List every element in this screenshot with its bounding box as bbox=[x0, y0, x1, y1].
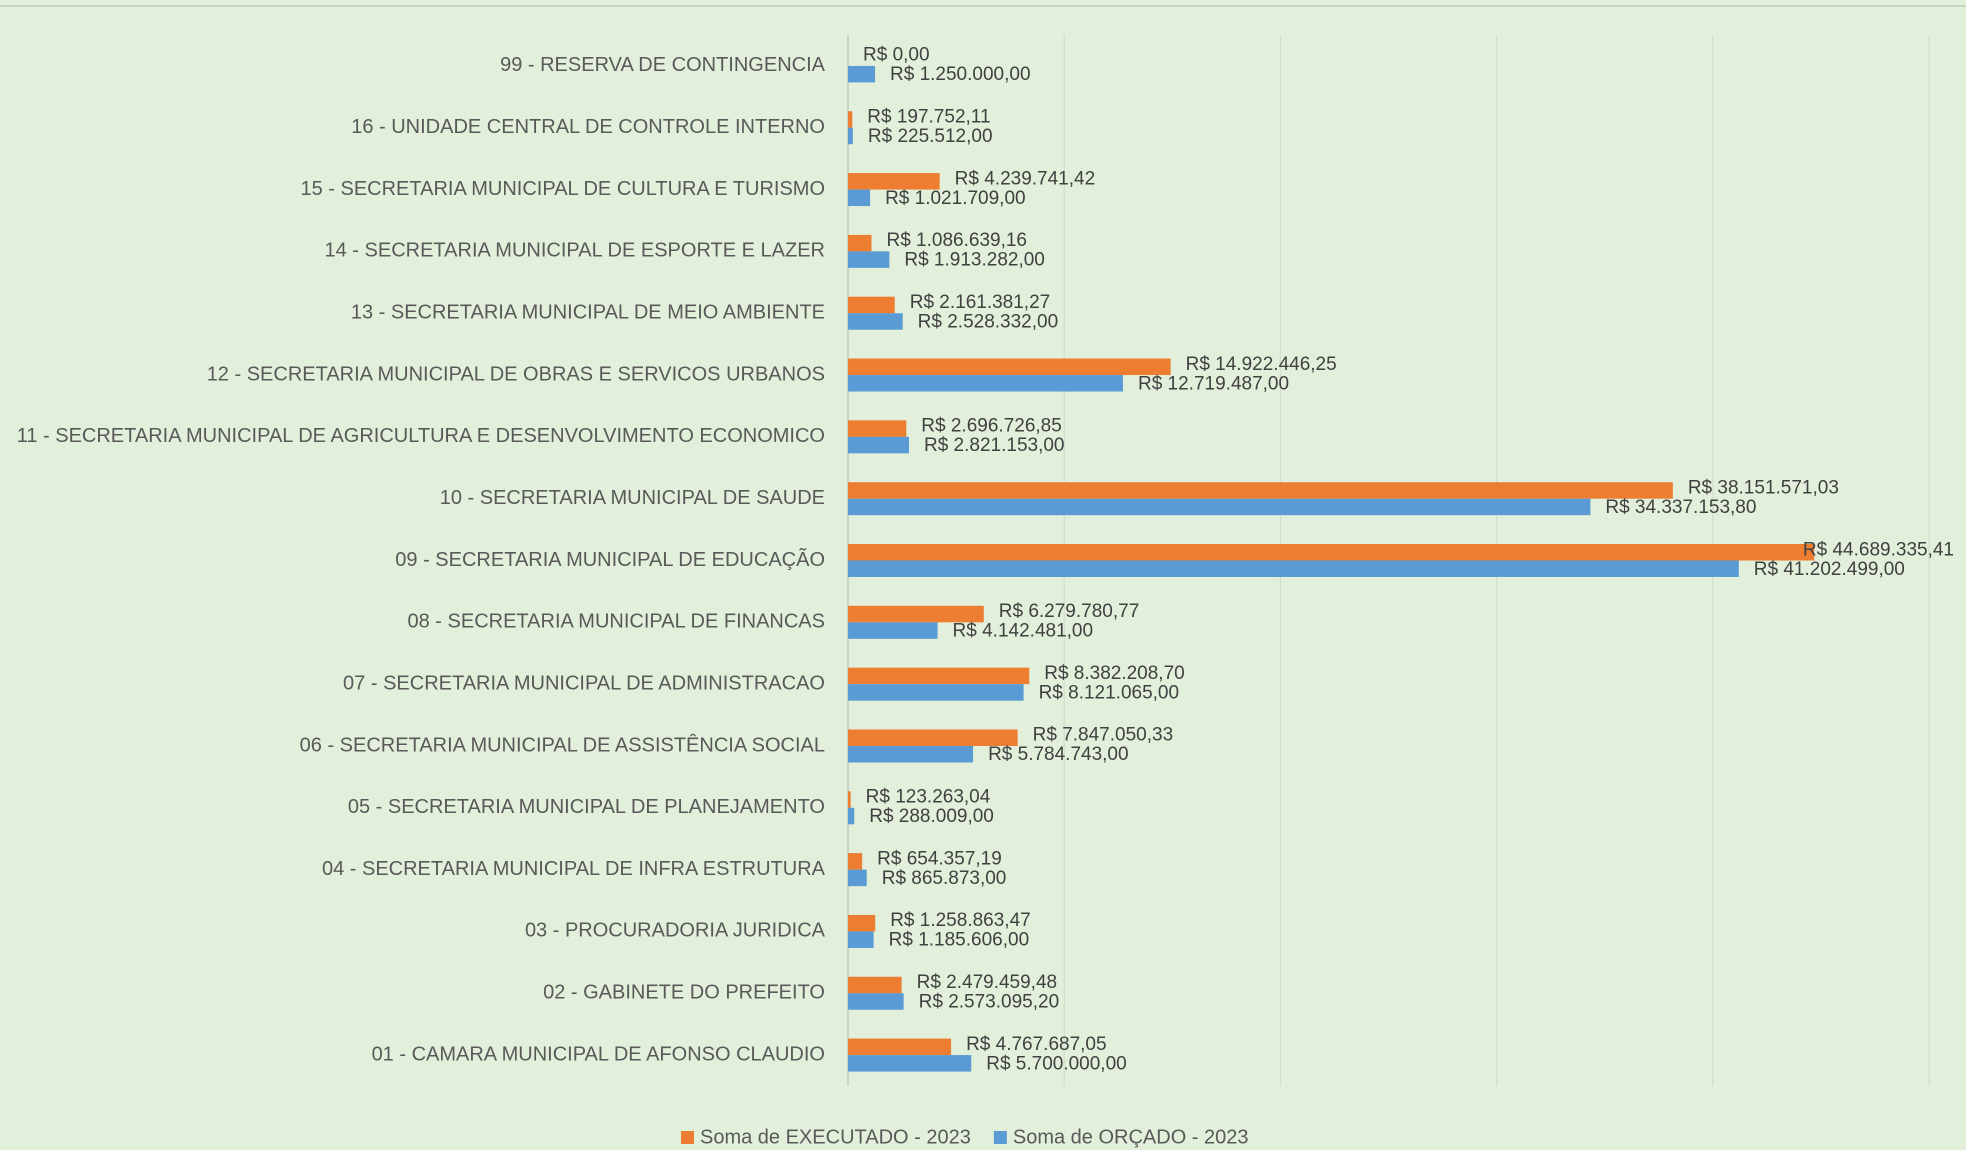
value-label: R$ 197.752,11 bbox=[867, 107, 990, 128]
category-label: 01 - CAMARA MUNICIPAL DE AFONSO CLAUDIO bbox=[372, 1043, 825, 1065]
value-label: R$ 44.689.335,41 bbox=[1803, 539, 1954, 560]
value-label: R$ 1.913.282,00 bbox=[904, 250, 1045, 271]
bar bbox=[848, 111, 853, 128]
value-label: R$ 0,00 bbox=[863, 45, 930, 66]
value-label: R$ 2.528.332,00 bbox=[918, 311, 1059, 332]
bar bbox=[848, 375, 1123, 392]
bar bbox=[848, 65, 876, 83]
category-label: 04 - SECRETARIA MUNICIPAL DE INFRA ESTRU… bbox=[322, 858, 826, 880]
value-label: R$ 38.151.571,03 bbox=[1688, 477, 1839, 498]
bar bbox=[848, 1038, 952, 1056]
value-label: R$ 2.479.459,48 bbox=[917, 972, 1058, 993]
bar bbox=[848, 482, 1673, 499]
value-label: R$ 12.719.487,00 bbox=[1138, 373, 1289, 394]
legend-swatch bbox=[993, 1131, 1007, 1144]
bar bbox=[848, 605, 984, 623]
category-label: 13 - SECRETARIA MUNICIPAL DE MEIO AMBIEN… bbox=[351, 301, 825, 323]
bar bbox=[848, 807, 855, 825]
value-label: R$ 1.250.000,00 bbox=[890, 64, 1031, 85]
value-label: R$ 34.337.153,80 bbox=[1605, 497, 1756, 518]
bar bbox=[848, 914, 876, 932]
bar bbox=[848, 684, 1024, 701]
value-label: R$ 1.258.863,47 bbox=[890, 910, 1031, 931]
value-label: R$ 4.142.481,00 bbox=[953, 621, 1094, 642]
value-label: R$ 7.847.050,33 bbox=[1033, 725, 1174, 746]
bar bbox=[848, 560, 1739, 577]
bar bbox=[848, 498, 1591, 516]
bar bbox=[848, 976, 902, 994]
category-label: 05 - SECRETARIA MUNICIPAL DE PLANEJAMENT… bbox=[348, 796, 825, 818]
value-label: R$ 6.279.780,77 bbox=[999, 601, 1140, 622]
bar bbox=[848, 791, 851, 808]
bar bbox=[848, 544, 1815, 561]
bar bbox=[848, 931, 874, 948]
category-label: 14 - SECRETARIA MUNICIPAL DE ESPORTE E L… bbox=[325, 240, 826, 262]
value-label: R$ 8.121.065,00 bbox=[1039, 682, 1180, 703]
bar bbox=[848, 234, 872, 252]
bar bbox=[848, 173, 940, 190]
value-label: R$ 8.382.208,70 bbox=[1044, 663, 1185, 684]
value-label: R$ 1.021.709,00 bbox=[885, 188, 1026, 209]
bar bbox=[848, 296, 895, 314]
bar bbox=[848, 622, 938, 639]
legend-swatch bbox=[681, 1131, 694, 1144]
category-label: 06 - SECRETARIA MUNICIPAL DE ASSISTÊNCIA… bbox=[300, 733, 825, 756]
value-label: R$ 654.357,19 bbox=[877, 848, 1002, 869]
category-label: 03 - PROCURADORIA JURIDICA bbox=[525, 920, 826, 942]
value-label: R$ 2.696.726,85 bbox=[921, 416, 1062, 437]
value-label: R$ 225.512,00 bbox=[868, 126, 993, 147]
value-label: R$ 2.821.153,00 bbox=[924, 435, 1065, 456]
value-label: R$ 123.263,04 bbox=[866, 787, 991, 808]
bar bbox=[848, 436, 909, 454]
value-label: R$ 4.239.741,42 bbox=[955, 168, 1096, 189]
category-label: 02 - GABINETE DO PREFEITO bbox=[543, 982, 825, 1004]
value-label: R$ 4.767.687,05 bbox=[966, 1034, 1107, 1055]
bar bbox=[848, 1055, 972, 1072]
bar bbox=[848, 729, 1018, 746]
bar bbox=[848, 853, 863, 870]
value-label: R$ 1.086.639,16 bbox=[886, 230, 1027, 251]
bar bbox=[848, 358, 1171, 376]
bar bbox=[848, 993, 904, 1010]
category-label: 07 - SECRETARIA MUNICIPAL DE ADMINISTRAC… bbox=[343, 672, 825, 694]
category-label: 16 - UNIDADE CENTRAL DE CONTROLE INTERNO bbox=[351, 116, 825, 138]
value-label: R$ 14.922.446,25 bbox=[1186, 354, 1337, 375]
value-label: R$ 5.784.743,00 bbox=[988, 744, 1129, 765]
bar bbox=[848, 420, 907, 437]
category-label: 12 - SECRETARIA MUNICIPAL DE OBRAS E SER… bbox=[207, 363, 825, 385]
value-label: R$ 41.202.499,00 bbox=[1754, 559, 1905, 580]
bar bbox=[848, 745, 974, 763]
category-label: 10 - SECRETARIA MUNICIPAL DE SAUDE bbox=[440, 487, 825, 509]
legend-label: Soma de EXECUTADO - 2023 bbox=[700, 1126, 971, 1148]
legend-label: Soma de ORÇADO - 2023 bbox=[1013, 1126, 1249, 1148]
bar bbox=[848, 189, 871, 207]
category-label: 09 - SECRETARIA MUNICIPAL DE EDUCAÇÃO bbox=[395, 547, 825, 571]
bar bbox=[848, 251, 890, 268]
category-label: 15 - SECRETARIA MUNICIPAL DE CULTURA E T… bbox=[300, 178, 825, 200]
value-label: R$ 288.009,00 bbox=[869, 806, 994, 827]
value-label: R$ 865.873,00 bbox=[882, 868, 1007, 889]
category-label: 08 - SECRETARIA MUNICIPAL DE FINANCAS bbox=[408, 611, 826, 633]
value-label: R$ 1.185.606,00 bbox=[889, 930, 1030, 951]
bar bbox=[848, 869, 867, 887]
bar bbox=[848, 127, 853, 145]
category-label: 99 - RESERVA DE CONTINGENCIA bbox=[500, 54, 826, 76]
value-label: R$ 5.700.000,00 bbox=[986, 1053, 1127, 1074]
value-label: R$ 2.573.095,20 bbox=[919, 992, 1060, 1013]
category-label: 11 - SECRETARIA MUNICIPAL DE AGRICULTURA… bbox=[17, 425, 825, 447]
bar bbox=[848, 313, 903, 330]
bar bbox=[848, 667, 1030, 685]
value-label: R$ 2.161.381,27 bbox=[910, 292, 1051, 313]
